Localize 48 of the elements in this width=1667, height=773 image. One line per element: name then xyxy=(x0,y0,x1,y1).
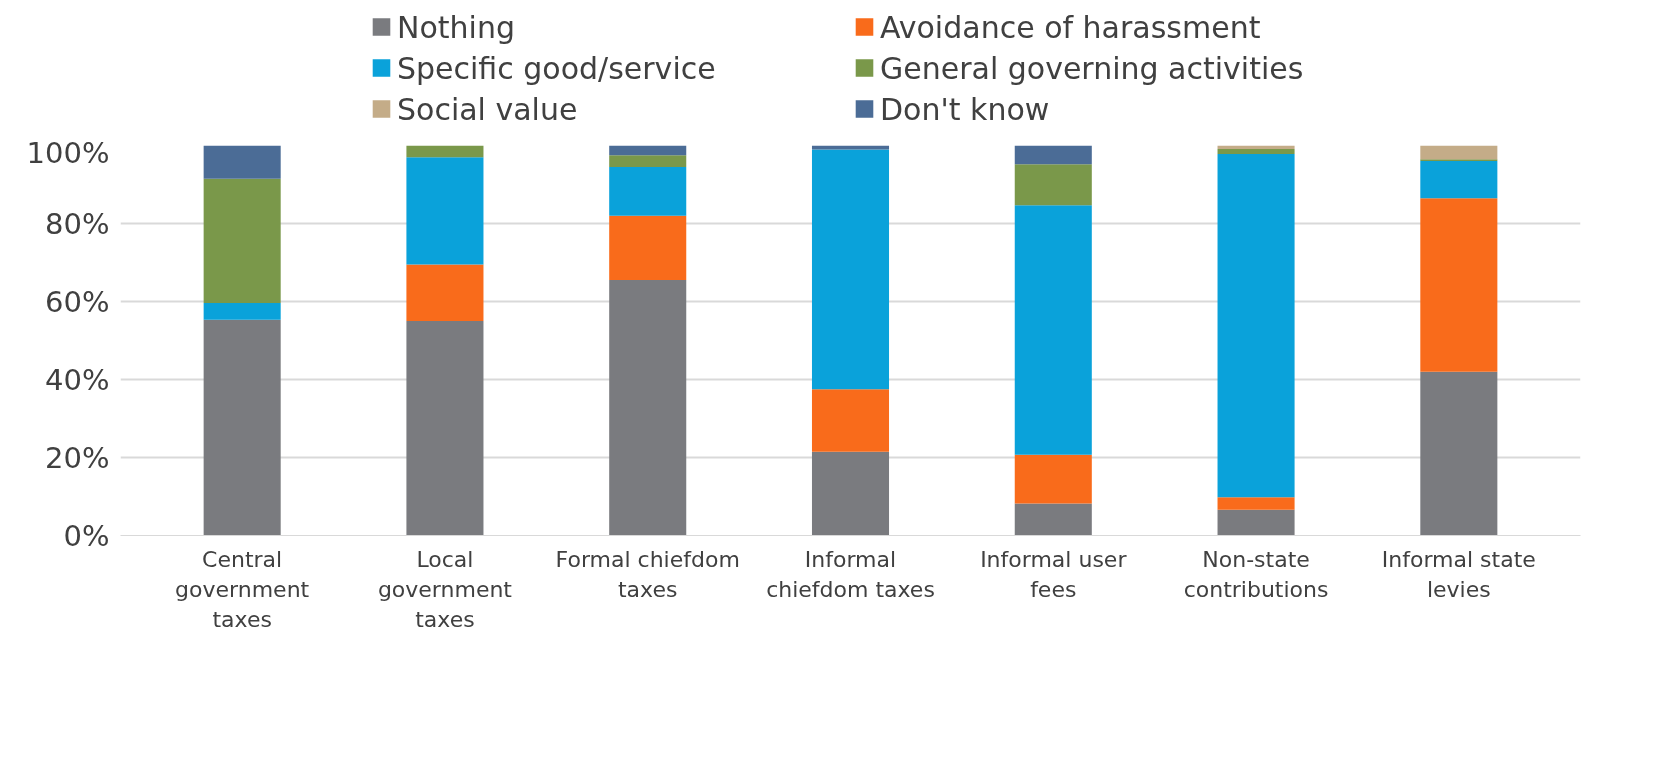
bar xyxy=(609,215,687,281)
bar xyxy=(1420,145,1498,160)
bar xyxy=(1014,454,1092,504)
bar xyxy=(406,145,484,158)
x-tick-label: Informal state levies xyxy=(1381,546,1536,602)
bar xyxy=(1217,509,1295,536)
bar xyxy=(609,145,687,156)
legend-label: Social value xyxy=(397,91,579,126)
x-tick-label: Local government taxes xyxy=(377,546,513,632)
bar xyxy=(1217,149,1295,155)
legend-label: Specific good/service xyxy=(397,50,717,85)
y-tick-label: 80% xyxy=(45,206,110,241)
bar xyxy=(1014,164,1092,206)
bar xyxy=(1217,497,1295,510)
y-tick-label: 100% xyxy=(26,135,110,170)
bar xyxy=(203,178,281,304)
legend-label: Avoidance of harassment xyxy=(880,9,1262,44)
bar xyxy=(1014,503,1092,536)
bar xyxy=(811,389,890,452)
bar xyxy=(811,149,890,390)
bar xyxy=(203,319,281,536)
bar xyxy=(1014,205,1092,455)
bar xyxy=(406,157,484,265)
x-tick-label: Informal user fees xyxy=(980,546,1128,602)
bar xyxy=(203,303,281,320)
bar xyxy=(406,264,484,321)
y-tick-label: 0% xyxy=(63,518,110,553)
y-tick-label: 60% xyxy=(45,284,110,319)
legend-label: General governing activities xyxy=(880,50,1305,85)
x-tick-label: Formal chiefdom taxes xyxy=(555,546,740,602)
legend-label: Don't know xyxy=(880,91,1051,126)
bar xyxy=(609,166,687,216)
y-tick-label: 40% xyxy=(45,362,110,397)
bar xyxy=(406,321,484,536)
bar xyxy=(1420,198,1498,372)
bar xyxy=(203,145,281,179)
bar xyxy=(1420,371,1498,536)
legend-label: Nothing xyxy=(397,9,516,44)
x-tick-label: Central government taxes xyxy=(175,546,310,632)
bar xyxy=(811,451,890,536)
bar xyxy=(1217,154,1295,498)
x-tick-label: Informal chiefdom taxes xyxy=(766,546,935,602)
y-tick-label: 20% xyxy=(45,440,110,475)
bar xyxy=(1014,145,1092,165)
bar xyxy=(609,280,687,536)
x-tick-label: Non-state contributions xyxy=(1183,546,1329,602)
bar xyxy=(609,155,687,167)
bar xyxy=(1420,161,1498,199)
